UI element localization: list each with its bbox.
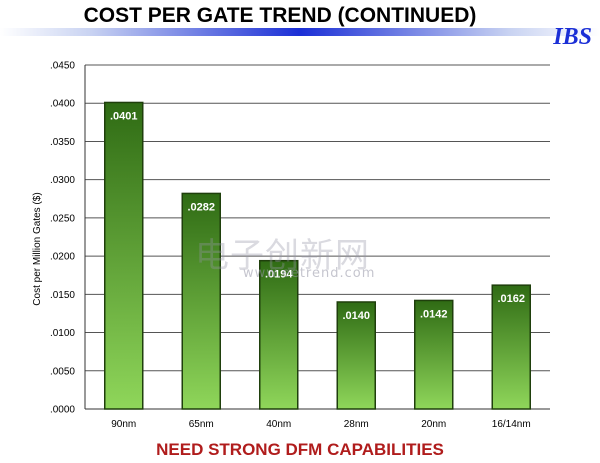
bar [336, 301, 376, 410]
y-tick-label: .0050 [50, 366, 75, 377]
label-layer: .0000 .0050 .0100 .0150 .0200 .0250 .0300 .0350… [50, 61, 531, 431]
y-tick-label: .0350 [50, 137, 75, 148]
y-tick-label: .0250 [50, 213, 75, 224]
y-tick-label: .0300 [50, 175, 75, 186]
bar-value-label: .0282 [187, 201, 215, 213]
y-tick-label: .0400 [50, 99, 75, 110]
bar [104, 101, 144, 410]
company-logo: IBS [553, 24, 592, 50]
bar-value-label: .0140 [342, 310, 370, 322]
bar [259, 259, 299, 410]
y-tick-label: .0150 [50, 290, 75, 301]
bar-layer [104, 101, 531, 410]
bar-value-label: .0194 [265, 269, 293, 281]
x-tick-label: 28nm [344, 419, 369, 430]
title-rule [0, 28, 600, 36]
y-axis-title: Cost per Million Gates ($) [32, 192, 43, 305]
x-tick-label: 90nm [111, 419, 136, 430]
grid-layer [84, 64, 550, 410]
y-tick-label: .0000 [50, 405, 75, 416]
bar-value-label: .0142 [420, 308, 448, 320]
x-tick-label: 16/14nm [492, 419, 531, 430]
bar-value-label: .0401 [110, 110, 138, 122]
x-tick-label: 40nm [266, 419, 291, 430]
bar [491, 284, 531, 410]
bar [414, 299, 454, 410]
page-title: COST PER GATE TREND (CONTINUED) [83, 4, 477, 27]
y-tick-label: .0100 [50, 328, 75, 339]
y-tick-label: .0450 [50, 61, 75, 72]
bar-value-label: .0162 [497, 293, 525, 305]
x-tick-label: 20nm [421, 419, 446, 430]
y-tick-label: .0200 [50, 252, 75, 263]
x-tick-label: 65nm [189, 419, 214, 430]
footer-message: NEED STRONG DFM CAPABILITIES [156, 440, 444, 459]
bar [181, 192, 221, 410]
